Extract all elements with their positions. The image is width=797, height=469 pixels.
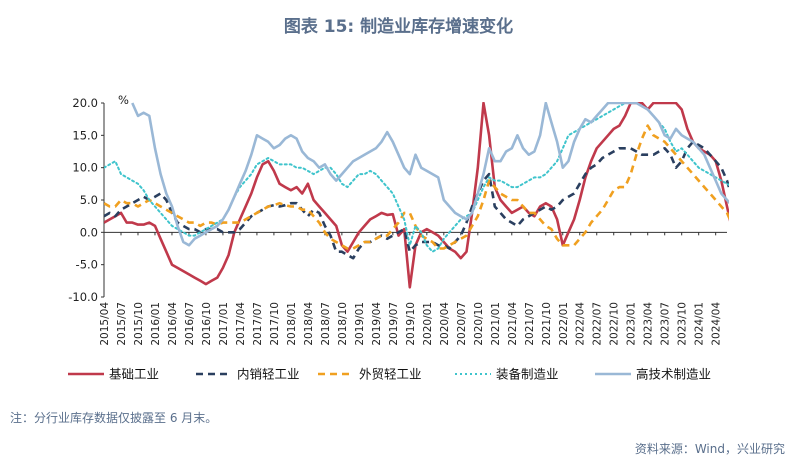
x-tick-label: 2018/04 xyxy=(303,302,315,346)
y-unit-label: % xyxy=(118,93,129,107)
legend-label-2: 外贸轻工业 xyxy=(359,367,422,382)
x-tick-label: 2021/04 xyxy=(507,302,519,346)
y-tick-label: -10.0 xyxy=(68,290,98,304)
x-tick-label: 2017/01 xyxy=(218,302,230,346)
x-tick-label: 2023/01 xyxy=(626,302,638,346)
series-line-4 xyxy=(131,102,729,247)
x-tick-label: 2020/07 xyxy=(456,302,468,346)
x-tick-label: 2016/04 xyxy=(167,302,179,346)
x-tick-label: 2020/01 xyxy=(422,302,434,346)
x-tick-label: 2023/10 xyxy=(677,302,689,346)
x-tick-label: 2023/07 xyxy=(660,302,672,346)
x-tick-label: 2016/10 xyxy=(201,302,213,346)
x-tick-label: 2022/10 xyxy=(609,302,621,346)
x-tick-label: 2016/07 xyxy=(184,302,196,346)
y-tick-label: 20.0 xyxy=(72,96,98,110)
y-tick-label: 10.0 xyxy=(72,161,98,175)
y-tick-label: 0.0 xyxy=(80,225,98,239)
chart-title: 图表 15: 制造业库存增速变化 xyxy=(283,17,514,37)
y-tick-label: 15.0 xyxy=(72,128,98,142)
x-tick-label: 2019/10 xyxy=(405,302,417,346)
x-tick-label: 2015/04 xyxy=(99,302,111,346)
x-tick-label: 2017/04 xyxy=(235,302,247,346)
x-tick-label: 2017/10 xyxy=(269,302,281,346)
x-tick-label: 2019/01 xyxy=(354,302,366,346)
x-tick-label: 2020/04 xyxy=(439,302,451,346)
x-tick-label: 2016/01 xyxy=(150,302,162,346)
series-line-2 xyxy=(104,124,729,250)
x-tick-label: 2020/10 xyxy=(473,302,485,346)
x-tick-label: 2018/01 xyxy=(286,302,298,346)
y-tick-label: -5.0 xyxy=(76,258,98,272)
source-credit: 资料来源：Wind，兴业研究 xyxy=(634,442,785,456)
x-tick-label: 2021/07 xyxy=(524,302,536,346)
series-line-1 xyxy=(104,140,729,260)
x-tick-label: 2017/07 xyxy=(252,302,264,346)
legend-label-4: 高技术制造业 xyxy=(636,367,711,382)
x-tick-label: 2015/10 xyxy=(133,302,145,346)
x-tick-label: 2018/10 xyxy=(337,302,349,346)
x-tick-label: 2019/07 xyxy=(388,302,400,346)
footnote: 注：分行业库存数据仅披露至 6 月末。 xyxy=(10,411,218,425)
x-tick-label: 2022/01 xyxy=(558,302,570,346)
x-tick-label: 2021/10 xyxy=(541,302,553,346)
legend-label-3: 装备制造业 xyxy=(496,367,559,382)
legend-label-0: 基础工业 xyxy=(109,367,159,382)
legend-label-1: 内销轻工业 xyxy=(237,367,300,382)
x-tick-label: 2024/01 xyxy=(694,302,706,346)
x-tick-label: 2021/01 xyxy=(490,302,502,346)
legend: 基础工业 内销轻工业 外贸轻工业 装备制造业 高技术制造业 xyxy=(68,367,711,382)
x-tick-label: 2022/04 xyxy=(575,302,587,346)
x-tick-label: 2015/07 xyxy=(116,302,128,346)
x-tick-label: 2023/04 xyxy=(643,302,655,346)
x-tick-label: 2019/04 xyxy=(371,302,383,346)
series-layer xyxy=(104,102,729,289)
x-tick-label: 2024/04 xyxy=(711,302,723,346)
series-line-0 xyxy=(104,102,729,289)
x-tick-label: 2018/07 xyxy=(320,302,332,346)
y-tick-label: 5.0 xyxy=(80,193,98,207)
x-tick-label: 2022/07 xyxy=(592,302,604,346)
